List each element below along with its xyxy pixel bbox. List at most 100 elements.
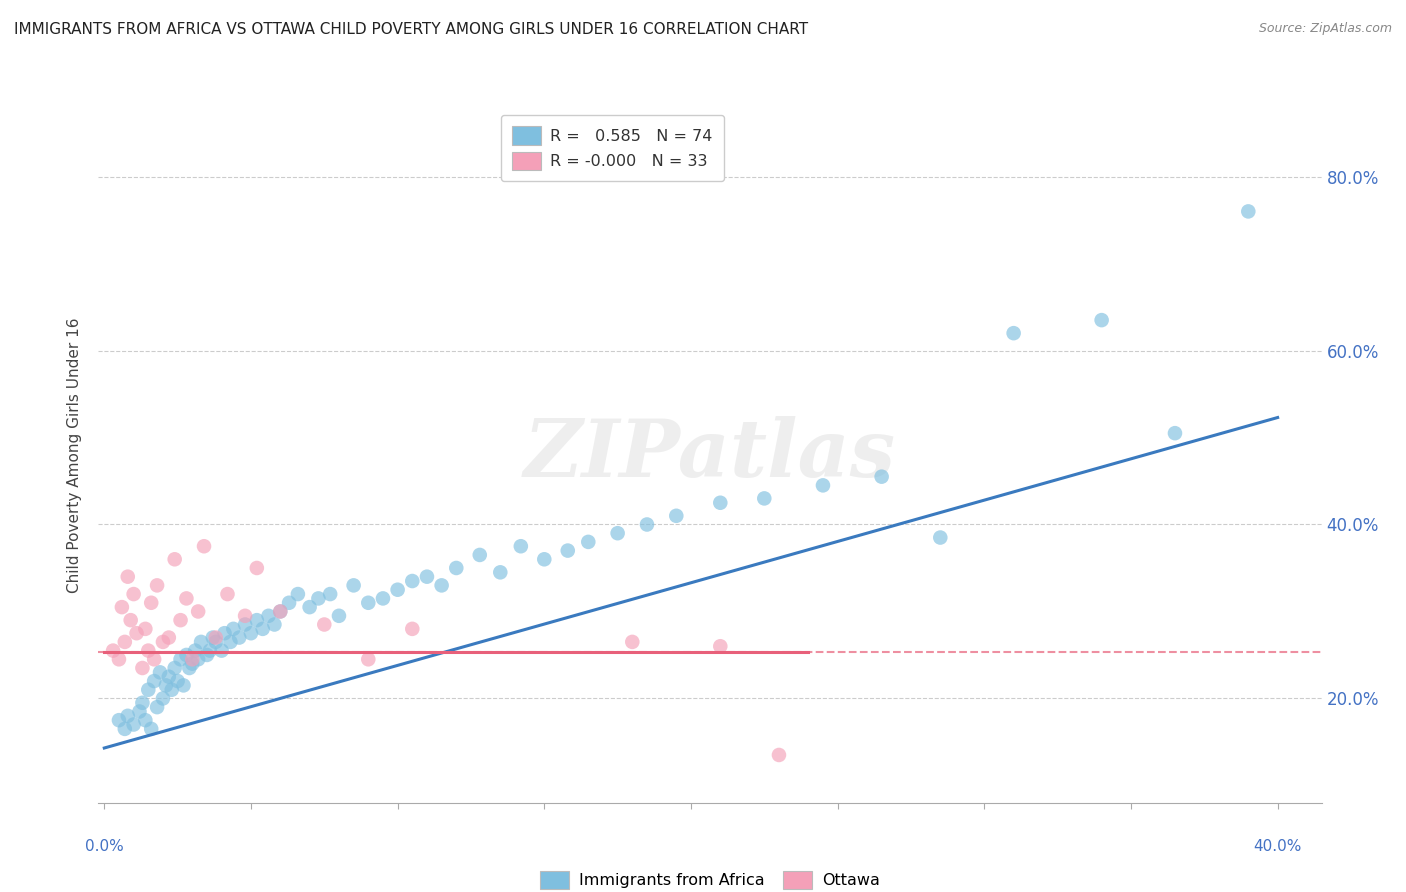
Point — [468, 548, 491, 562]
Point — [401, 574, 423, 588]
Point — [143, 674, 166, 689]
Point — [768, 747, 790, 762]
Point — [606, 526, 628, 541]
Point — [181, 652, 204, 666]
Point — [357, 652, 380, 666]
Point — [122, 587, 145, 601]
Point — [269, 605, 291, 619]
Point — [371, 591, 394, 606]
Point — [204, 635, 226, 649]
Point — [163, 552, 186, 566]
Point — [257, 608, 280, 623]
Point — [187, 605, 209, 619]
Legend: Immigrants from Africa, Ottawa: Immigrants from Africa, Ottawa — [529, 860, 891, 892]
Point — [155, 678, 177, 692]
Point — [636, 517, 658, 532]
Point — [387, 582, 409, 597]
Text: Source: ZipAtlas.com: Source: ZipAtlas.com — [1258, 22, 1392, 36]
Point — [125, 626, 148, 640]
Point — [173, 678, 195, 692]
Point — [278, 596, 301, 610]
Point — [557, 543, 579, 558]
Point — [157, 631, 180, 645]
Point — [214, 626, 236, 640]
Point — [1002, 326, 1025, 340]
Point — [141, 596, 163, 610]
Point — [122, 717, 145, 731]
Point — [163, 661, 186, 675]
Point — [239, 626, 262, 640]
Point — [709, 639, 731, 653]
Point — [430, 578, 453, 592]
Point — [176, 591, 198, 606]
Point — [328, 608, 350, 623]
Point — [1164, 426, 1187, 441]
Point — [246, 613, 269, 627]
Point — [201, 631, 224, 645]
Text: ZIPatlas: ZIPatlas — [524, 417, 896, 493]
Point — [108, 713, 131, 727]
Point — [298, 600, 321, 615]
Point — [152, 635, 174, 649]
Point — [222, 622, 245, 636]
Point — [509, 539, 531, 553]
Point — [190, 635, 212, 649]
Point — [114, 635, 136, 649]
Point — [179, 661, 201, 675]
Point — [217, 587, 239, 601]
Point — [131, 696, 153, 710]
Point — [128, 705, 150, 719]
Point — [576, 534, 599, 549]
Point — [143, 652, 166, 666]
Point — [1091, 313, 1114, 327]
Point — [343, 578, 366, 592]
Point — [314, 617, 336, 632]
Point — [446, 561, 468, 575]
Point — [211, 643, 233, 657]
Point — [134, 713, 156, 727]
Point — [193, 539, 215, 553]
Point — [319, 587, 342, 601]
Point — [263, 617, 285, 632]
Point — [228, 631, 250, 645]
Point — [136, 682, 159, 697]
Point — [184, 643, 207, 657]
Point — [1237, 204, 1260, 219]
Text: 0.0%: 0.0% — [84, 838, 124, 854]
Point — [754, 491, 776, 506]
Point — [233, 617, 256, 632]
Point — [187, 652, 209, 666]
Point — [219, 635, 242, 649]
Point — [204, 631, 226, 645]
Point — [416, 570, 439, 584]
Y-axis label: Child Poverty Among Girls Under 16: Child Poverty Among Girls Under 16 — [67, 318, 83, 592]
Point — [195, 648, 218, 662]
Point — [160, 682, 183, 697]
Point — [198, 643, 221, 657]
Point — [141, 722, 163, 736]
Point — [176, 648, 198, 662]
Point — [533, 552, 555, 566]
Point — [117, 570, 139, 584]
Point — [287, 587, 309, 601]
Point — [149, 665, 172, 680]
Point — [120, 613, 142, 627]
Point — [114, 722, 136, 736]
Text: IMMIGRANTS FROM AFRICA VS OTTAWA CHILD POVERTY AMONG GIRLS UNDER 16 CORRELATION : IMMIGRANTS FROM AFRICA VS OTTAWA CHILD P… — [14, 22, 808, 37]
Point — [169, 652, 191, 666]
Point — [111, 600, 134, 615]
Point — [621, 635, 644, 649]
Point — [357, 596, 380, 610]
Point — [131, 661, 153, 675]
Point — [157, 670, 180, 684]
Point — [233, 608, 256, 623]
Point — [181, 657, 204, 671]
Point — [101, 643, 124, 657]
Point — [108, 652, 131, 666]
Point — [117, 708, 139, 723]
Point — [401, 622, 423, 636]
Point — [307, 591, 329, 606]
Point — [166, 674, 188, 689]
Point — [811, 478, 834, 492]
Point — [269, 605, 291, 619]
